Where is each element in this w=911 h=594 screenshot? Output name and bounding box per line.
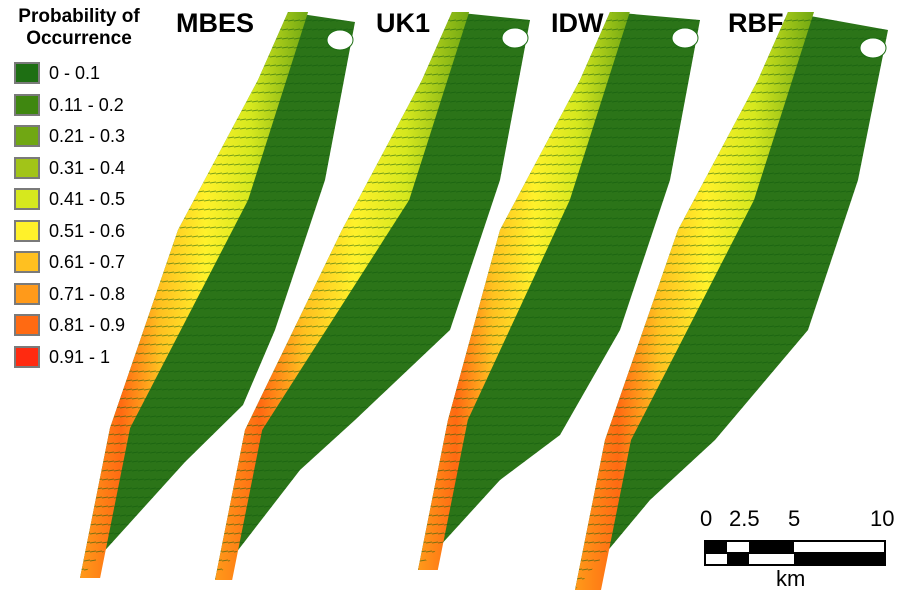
legend-swatch (14, 93, 40, 116)
legend-swatch (14, 156, 40, 179)
scale-label-10: 10 (870, 506, 895, 531)
legend-label: 0.51 - 0.6 (49, 220, 126, 241)
legend-label: 0.11 - 0.2 (49, 94, 124, 115)
legend-swatch (14, 125, 40, 147)
legend-swatch (14, 62, 40, 84)
legend-swatch (14, 219, 40, 242)
map-gap-mbes (326, 29, 354, 51)
scale-label-0: 0 (700, 506, 713, 531)
panel-title-uk1: UK1 (376, 8, 431, 38)
legend-title-line1: Probability of (18, 6, 140, 27)
legend-label: 0 - 0.1 (49, 63, 101, 83)
legend-swatch (14, 345, 40, 368)
legend-title-line2: Occurrence (26, 28, 132, 49)
map-gap-uk1 (501, 27, 529, 49)
scale-bar (704, 540, 886, 566)
legend-label: 0.91 - 1 (49, 346, 111, 367)
map-gap-idw (671, 27, 699, 49)
map-gap-rbf (859, 37, 887, 59)
legend-label: 0.81 - 0.9 (49, 315, 126, 335)
map-strip-texture-idw (418, 12, 700, 570)
legend-swatch (14, 314, 40, 336)
legend-label: 0.41 - 0.5 (49, 189, 126, 209)
scale-label-5: 5 (788, 506, 801, 531)
legend-swatch (14, 282, 40, 305)
scale-unit: km (776, 566, 806, 591)
legend-title: Probability of Occurrence (4, 6, 154, 50)
map-strip-texture-uk1 (215, 12, 530, 580)
panel-title-rbf: RBF (728, 8, 784, 38)
panel-title-mbes: MBES (176, 8, 255, 38)
map-strip-texture-rbf (575, 12, 888, 590)
legend-swatch (14, 251, 40, 273)
legend-swatch (14, 188, 40, 210)
legend-label: 0.71 - 0.8 (49, 283, 126, 304)
map-strip-texture-mbes (80, 12, 355, 578)
legend-label: 0.21 - 0.3 (49, 126, 126, 146)
scale-label-2-5: 2.5 (729, 506, 760, 531)
legend-label: 0.31 - 0.4 (49, 157, 126, 178)
legend-label: 0.61 - 0.7 (49, 252, 126, 272)
panel-title-idw: IDW (551, 8, 604, 38)
